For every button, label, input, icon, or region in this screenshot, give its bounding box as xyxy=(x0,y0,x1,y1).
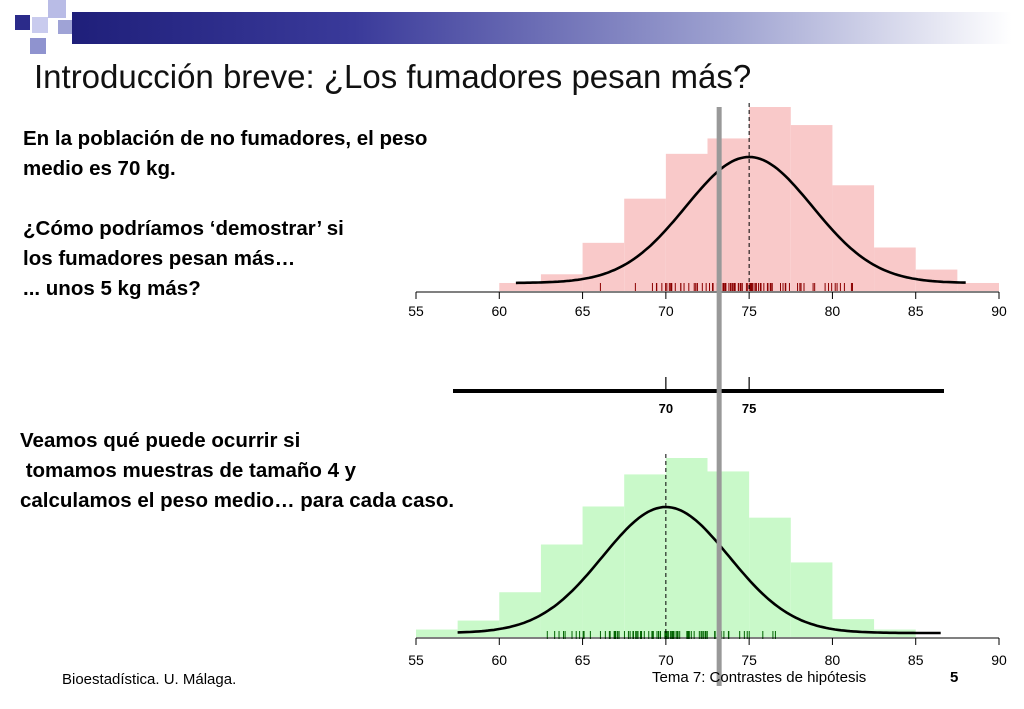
title-bar xyxy=(72,12,1012,44)
histogram-bar xyxy=(540,544,583,637)
histogram-bar xyxy=(749,517,791,637)
decor-square-light-4 xyxy=(30,38,46,54)
decor-square-light-1 xyxy=(48,0,66,18)
slide-title: Introducción breve: ¿Los fumadores pesan… xyxy=(34,58,752,95)
histogram-bar xyxy=(665,458,708,637)
histogram-bar xyxy=(499,592,541,637)
histogram-bar xyxy=(624,198,666,291)
x-tick-label: 65 xyxy=(575,303,591,319)
density-curve xyxy=(515,155,966,285)
x-tick-label: 90 xyxy=(991,652,1007,668)
x-tick-label: 85 xyxy=(908,303,924,319)
x-tick-label: 60 xyxy=(491,303,507,319)
decor-square-light-3 xyxy=(58,20,72,34)
intro-text: En la población de no fumadores, el peso… xyxy=(23,127,428,300)
histogram-bar xyxy=(790,562,833,637)
x-tick-label: 80 xyxy=(825,652,841,668)
footer-left: Bioestadística. U. Málaga. xyxy=(62,671,237,688)
x-tick-label: 80 xyxy=(825,303,841,319)
x-tick-label: 75 xyxy=(741,303,757,319)
page-number: 5 xyxy=(950,669,959,686)
sample-means-histogram: 55 60 65 70 75 80 85 90 xyxy=(408,454,1007,668)
x-tick-label: 85 xyxy=(908,652,924,668)
histogram-bar xyxy=(832,619,875,637)
x-tick-label: 55 xyxy=(408,303,424,319)
sampling-text: Veamos qué puede ocurrir si tomamos mues… xyxy=(20,429,455,512)
x-tick-label: 55 xyxy=(408,652,424,668)
histogram-bar xyxy=(624,474,666,637)
number-line-label: 70 xyxy=(659,401,673,416)
x-tick-label: 60 xyxy=(491,652,507,668)
smokers-histogram: 55 60 65 70 75 80 85 90 xyxy=(408,103,1007,319)
histogram-bar xyxy=(707,138,750,291)
decor-square-dark-1 xyxy=(15,15,30,30)
footer-right: Tema 7: Contrastes de hipótesis xyxy=(652,669,867,686)
histogram-bar xyxy=(957,282,999,291)
number-line-label: 75 xyxy=(742,401,756,416)
histogram-bar xyxy=(790,125,833,291)
histogram-bar xyxy=(499,282,541,291)
decor-square-light-2 xyxy=(32,17,48,33)
histogram-bar xyxy=(416,629,458,637)
histogram-bar xyxy=(749,107,791,291)
x-tick-label: 75 xyxy=(741,652,757,668)
x-tick-label: 70 xyxy=(658,652,674,668)
x-tick-label: 65 xyxy=(575,652,591,668)
x-tick-label: 70 xyxy=(658,303,674,319)
number-line: 70 75 xyxy=(453,377,944,416)
x-tick-label: 90 xyxy=(991,303,1007,319)
histogram-bar xyxy=(582,242,625,291)
density-curve xyxy=(457,505,941,635)
